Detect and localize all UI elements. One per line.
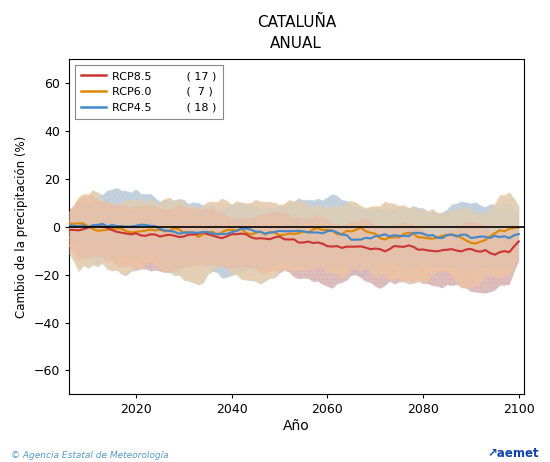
Title: CATALUÑA
ANUAL: CATALUÑA ANUAL xyxy=(257,15,336,51)
Legend: RCP8.5          ( 17 ), RCP6.0          (  7 ), RCP4.5          ( 18 ): RCP8.5 ( 17 ), RCP6.0 ( 7 ), RCP4.5 ( 18… xyxy=(74,65,223,119)
Y-axis label: Cambio de la precipitación (%): Cambio de la precipitación (%) xyxy=(15,136,28,318)
Text: ↗aemet: ↗aemet xyxy=(487,447,539,460)
X-axis label: Año: Año xyxy=(283,419,310,433)
Text: © Agencia Estatal de Meteorología: © Agencia Estatal de Meteorología xyxy=(11,451,169,460)
